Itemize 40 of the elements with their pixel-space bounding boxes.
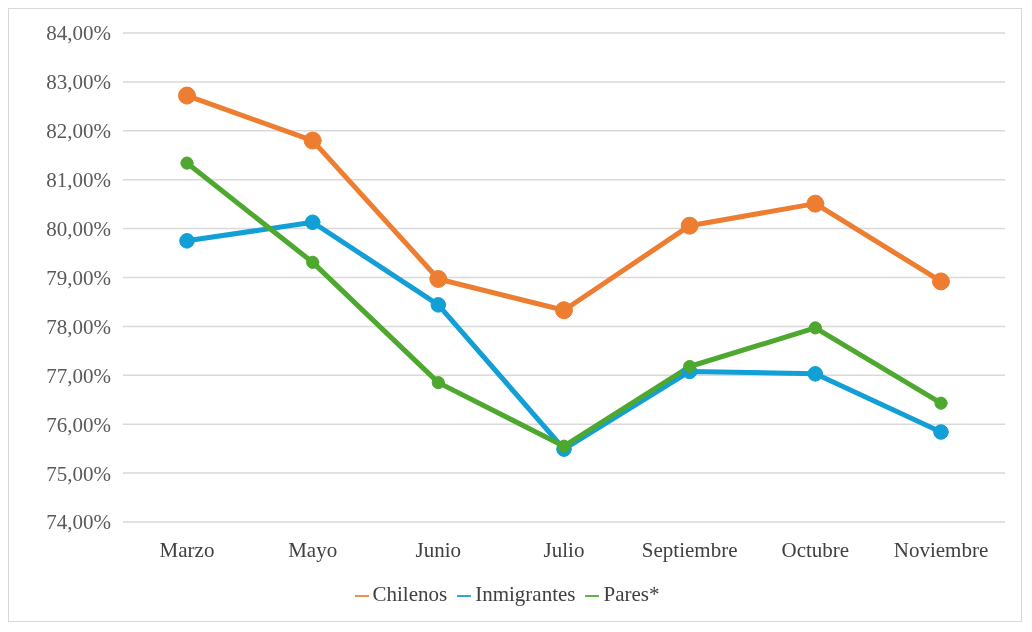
- y-tick-label: 74,00%: [46, 510, 111, 535]
- point: [303, 131, 322, 150]
- point: [306, 255, 320, 269]
- point: [934, 396, 948, 410]
- y-tick-label: 78,00%: [46, 314, 111, 339]
- point: [807, 366, 824, 382]
- y-tick-label: 75,00%: [46, 461, 111, 486]
- y-tick-label: 79,00%: [46, 265, 111, 290]
- point: [180, 156, 194, 170]
- y-tick-label: 82,00%: [46, 119, 111, 144]
- x-tick-label: Septiembre: [641, 537, 738, 562]
- y-tick-label: 80,00%: [46, 217, 111, 242]
- point: [304, 214, 321, 231]
- x-tick-label: Mayo: [288, 537, 338, 562]
- y-tick-label: 83,00%: [46, 70, 111, 95]
- point: [430, 297, 447, 313]
- point: [806, 194, 825, 213]
- y-tick-label: 84,00%: [46, 21, 111, 46]
- y-tick-label: 77,00%: [46, 363, 111, 388]
- point: [808, 321, 822, 335]
- legend-label: Inmigrantes: [475, 582, 576, 606]
- point: [555, 301, 573, 320]
- x-tick-label: Marzo: [159, 537, 215, 562]
- y-tick-label: 76,00%: [46, 412, 111, 437]
- x-tick-label: Octubre: [781, 537, 850, 562]
- point: [557, 439, 571, 453]
- x-tick-label: Julio: [543, 537, 585, 562]
- point: [431, 376, 445, 390]
- point: [178, 86, 196, 105]
- point: [179, 233, 195, 249]
- y-tick-label: 81,00%: [46, 168, 111, 193]
- point: [932, 272, 950, 291]
- x-tick-label: Junio: [415, 537, 462, 562]
- point: [429, 269, 448, 288]
- legend-label: Chilenos: [372, 582, 448, 606]
- x-tick-label: Noviembre: [893, 537, 989, 562]
- legend-label: Pares*: [603, 582, 660, 606]
- point: [680, 216, 699, 235]
- point: [683, 359, 697, 374]
- point: [933, 424, 949, 440]
